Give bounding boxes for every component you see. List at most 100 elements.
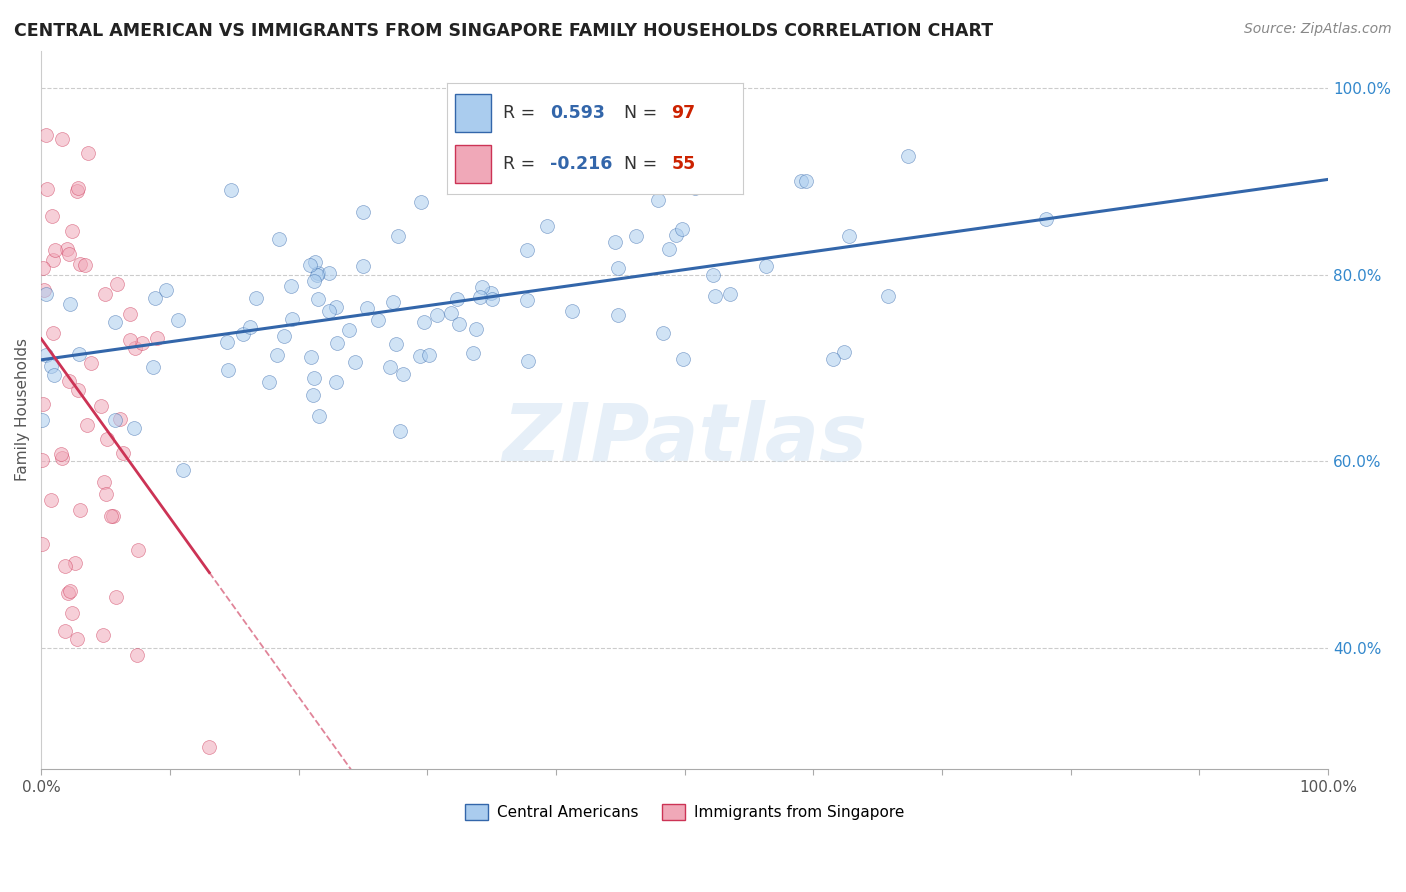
Point [42, 326, 65, 340]
Point [104, 315, 127, 329]
Point [93, 475, 115, 489]
Point [409, 349, 432, 363]
Point [672, 352, 695, 367]
Point [299, 259, 322, 273]
Point [35, 348, 58, 362]
Point [94, 486, 117, 500]
Point [127, 648, 149, 662]
Point [104, 413, 127, 427]
Point [479, 286, 502, 301]
Point [51, 131, 73, 145]
Point [60, 606, 83, 620]
Point [536, 219, 558, 233]
Point [67, 347, 90, 361]
Point [35, 128, 58, 142]
Point [232, 326, 254, 341]
Point [55, 242, 77, 256]
Point [69, 256, 91, 270]
Point [755, 260, 778, 274]
Point [146, 331, 169, 345]
Point [155, 283, 177, 297]
Point [58, 374, 80, 388]
Point [66, 383, 89, 397]
Point [308, 409, 330, 423]
Point [651, 326, 673, 340]
Point [90, 399, 112, 413]
Point [59, 297, 82, 311]
Point [703, 289, 725, 303]
Point [142, 360, 165, 375]
Point [39, 359, 62, 373]
Point [122, 421, 145, 435]
Point [65, 632, 87, 646]
Point [413, 315, 436, 329]
Point [449, 318, 471, 332]
Point [790, 174, 813, 188]
Point [31, 453, 53, 467]
Point [111, 446, 134, 460]
Point [606, 308, 628, 322]
Point [59, 583, 82, 598]
Point [93, 628, 115, 642]
Point [387, 228, 409, 243]
Point [269, 232, 291, 246]
Point [219, 183, 242, 197]
Point [105, 277, 128, 291]
Point [304, 254, 326, 268]
Point [302, 371, 325, 385]
Point [239, 320, 262, 334]
Point [821, 351, 844, 366]
Point [34, 283, 56, 297]
Point [41, 209, 63, 223]
Point [172, 463, 194, 477]
Point [69, 502, 91, 516]
Text: CENTRAL AMERICAN VS IMMIGRANTS FROM SINGAPORE FAMILY HOUSEHOLDS CORRELATION CHAR: CENTRAL AMERICAN VS IMMIGRANTS FROM SING… [14, 22, 993, 40]
Point [877, 289, 900, 303]
Point [337, 323, 360, 337]
Point [75, 258, 97, 272]
Point [344, 355, 367, 369]
Point [143, 291, 166, 305]
Point [49, 447, 72, 461]
Point [425, 309, 447, 323]
Point [39, 493, 62, 508]
Point [131, 335, 153, 350]
Point [44, 368, 66, 382]
Point [352, 205, 374, 219]
Point [392, 367, 415, 381]
Point [42, 252, 65, 267]
Point [35, 182, 58, 196]
Point [56, 586, 79, 600]
Point [53, 624, 76, 639]
Point [465, 321, 488, 335]
Point [280, 311, 302, 326]
Point [516, 293, 538, 308]
Point [124, 341, 146, 355]
Point [318, 266, 340, 280]
Point [245, 291, 267, 305]
Point [127, 542, 149, 557]
Point [100, 509, 122, 524]
Point [385, 337, 408, 351]
Point [411, 194, 433, 209]
Point [120, 333, 142, 347]
Point [273, 329, 295, 343]
Point [60, 224, 83, 238]
Point [257, 375, 280, 389]
Point [665, 227, 688, 242]
Point [603, 235, 626, 249]
Point [80, 355, 103, 369]
Y-axis label: Family Households: Family Households [15, 338, 30, 482]
Point [468, 290, 491, 304]
Text: ZIPatlas: ZIPatlas [502, 400, 868, 478]
Point [67, 181, 90, 195]
Point [104, 591, 127, 605]
Point [266, 348, 288, 362]
Point [440, 306, 463, 320]
Point [378, 360, 401, 375]
Point [356, 301, 378, 315]
Point [76, 146, 98, 161]
Point [103, 509, 125, 524]
Point [55, 558, 77, 573]
Point [418, 348, 440, 362]
